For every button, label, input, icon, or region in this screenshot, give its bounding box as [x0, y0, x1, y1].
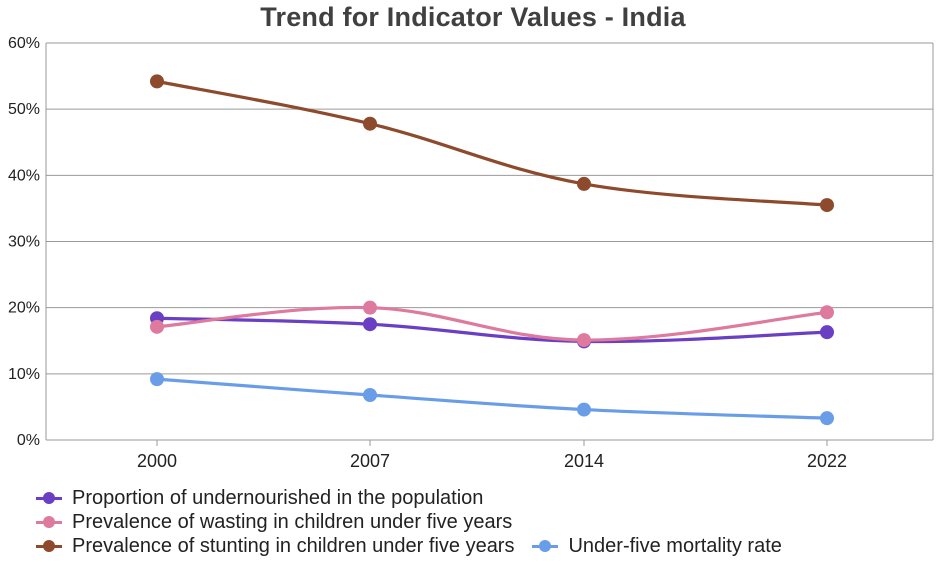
legend-row-1: Proportion of undernourished in the popu… — [36, 486, 936, 510]
legend-label-undernourished: Proportion of undernourished in the popu… — [72, 486, 484, 509]
series-line-2 — [155, 79, 829, 207]
data-point-s1-1 — [363, 300, 377, 315]
legend-label-stunting: Prevalence of stunting in children under… — [72, 534, 515, 557]
x-tick-label: 2022 — [807, 451, 847, 471]
y-tick-label: 20% — [8, 300, 40, 317]
x-tick-label: 2007 — [350, 451, 390, 471]
legend-item-stunting: Prevalence of stunting in children under… — [36, 535, 514, 558]
legend-label-mortality: Under-five mortality rate — [568, 534, 782, 557]
y-tick-label: 30% — [8, 234, 40, 251]
data-point-s1-2 — [577, 333, 591, 348]
legend-item-undernourished: Proportion of undernourished in the popu… — [36, 487, 483, 510]
plot-area: 0% 10% 20% 30% 40% 50% 60% 2000 2007 2014 2022 — [8, 35, 934, 471]
legend-row-2: Prevalence of wasting in children under … — [36, 510, 936, 534]
legend-item-wasting: Prevalence of wasting in children under … — [36, 511, 512, 534]
y-tick-label: 0% — [17, 432, 40, 449]
data-point-s3-3 — [820, 411, 834, 426]
y-tick-label: 40% — [8, 167, 40, 184]
legend: Proportion of undernourished in the popu… — [36, 486, 936, 558]
data-point-s0-1 — [363, 317, 377, 332]
x-tick-label: 2000 — [137, 451, 177, 471]
data-point-s3-1 — [363, 388, 377, 403]
data-point-s2-2 — [577, 176, 591, 191]
y-tick-label: 50% — [8, 101, 40, 118]
data-point-s3-0 — [150, 372, 164, 387]
x-tick-label: 2014 — [564, 451, 604, 471]
legend-label-wasting: Prevalence of wasting in children under … — [72, 510, 513, 533]
data-point-s1-0 — [150, 319, 164, 334]
data-point-s2-0 — [150, 74, 164, 89]
legend-swatch-stunting — [36, 540, 62, 552]
legend-swatch-wasting — [36, 516, 62, 528]
legend-item-mortality: Under-five mortality rate — [532, 534, 782, 558]
legend-swatch-mortality — [532, 540, 559, 552]
series-line-1 — [155, 305, 829, 342]
y-tick-label: 10% — [8, 366, 40, 383]
series-line-3 — [155, 377, 829, 420]
y-tick-label: 60% — [8, 35, 40, 52]
data-point-s2-1 — [363, 116, 377, 131]
data-point-s2-3 — [820, 198, 834, 213]
legend-swatch-undernourished — [36, 492, 62, 504]
data-point-s1-3 — [820, 305, 834, 320]
data-point-s0-3 — [820, 325, 834, 340]
chart-title: Trend for Indicator Values - India — [260, 2, 686, 32]
data-point-s3-2 — [577, 402, 591, 417]
legend-row-3: Prevalence of stunting in children under… — [36, 534, 936, 558]
series-line-0 — [155, 316, 829, 344]
